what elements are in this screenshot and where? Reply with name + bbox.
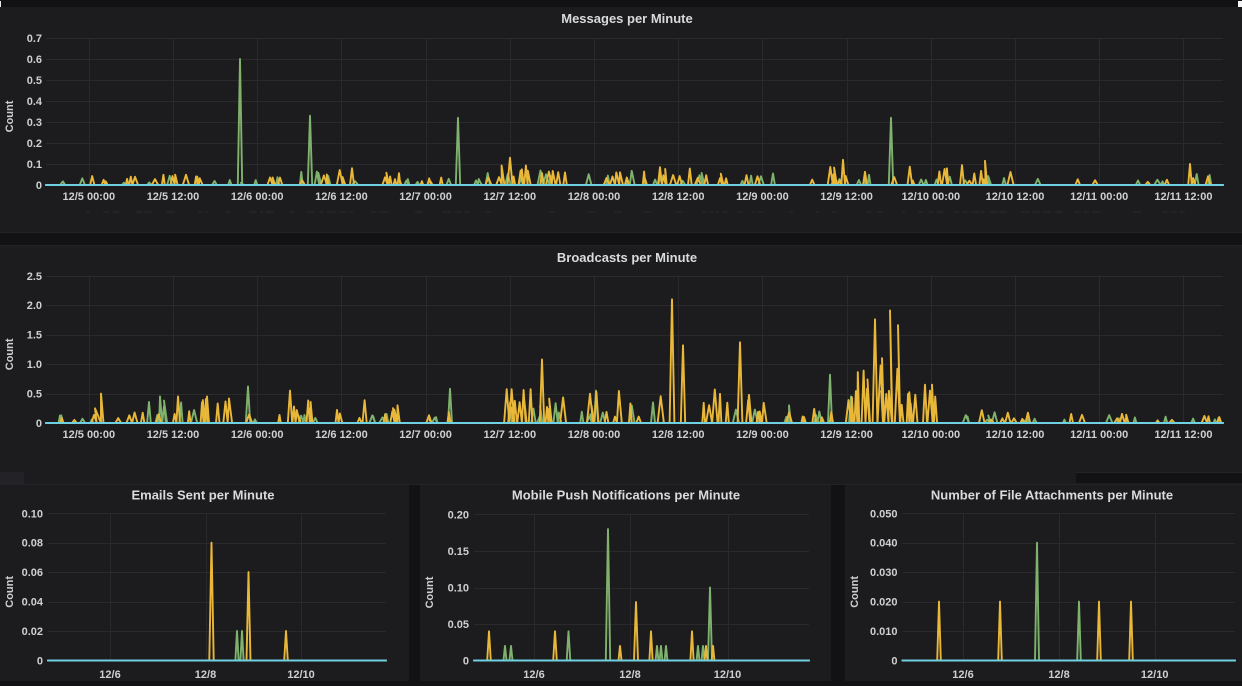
svg-text:12/6 12:00: 12/6 12:00	[315, 191, 368, 203]
svg-text:12/7 12:00: 12/7 12:00	[483, 191, 536, 203]
svg-text:12/6: 12/6	[523, 669, 544, 681]
svg-text:12/6 00:00: 12/6 00:00	[231, 429, 284, 441]
svg-text:12/9 12:00: 12/9 12:00	[820, 429, 873, 441]
svg-text:1.5: 1.5	[27, 330, 42, 342]
svg-text:12/10: 12/10	[287, 669, 315, 681]
svg-text:0.040: 0.040	[870, 538, 898, 550]
svg-text:12/8: 12/8	[1048, 669, 1069, 681]
svg-text:Number of File Attachments per: Number of File Attachments per Minute	[931, 488, 1173, 503]
svg-text:Emails Sent per Minute: Emails Sent per Minute	[131, 488, 274, 503]
svg-text:0.050: 0.050	[870, 508, 898, 520]
svg-text:12/10 12:00: 12/10 12:00	[986, 191, 1045, 203]
svg-text:1.0: 1.0	[27, 359, 42, 371]
svg-text:Count: Count	[4, 100, 16, 132]
svg-text:12/11 12:00: 12/11 12:00	[1154, 429, 1212, 441]
svg-text:12/9 00:00: 12/9 00:00	[736, 191, 789, 203]
svg-text:Broadcasts per Minute: Broadcasts per Minute	[557, 250, 697, 265]
svg-text:12/5 00:00: 12/5 00:00	[62, 191, 115, 203]
svg-text:0.7: 0.7	[27, 33, 42, 45]
svg-text:Count: Count	[849, 576, 861, 608]
svg-text:12/6 12:00: 12/6 12:00	[315, 429, 368, 441]
svg-text:12/7 00:00: 12/7 00:00	[399, 191, 452, 203]
svg-text:Count: Count	[424, 576, 436, 608]
svg-text:12/6 00:00: 12/6 00:00	[231, 191, 284, 203]
svg-text:12/10 00:00: 12/10 00:00	[901, 429, 960, 441]
svg-text:12/5 00:00: 12/5 00:00	[62, 429, 115, 441]
svg-text:12/10: 12/10	[714, 669, 742, 681]
svg-text:0.06: 0.06	[22, 567, 43, 579]
svg-text:12/10: 12/10	[1141, 669, 1169, 681]
svg-text:0: 0	[891, 656, 897, 668]
svg-text:0.3: 0.3	[27, 117, 42, 129]
svg-text:0.6: 0.6	[27, 54, 42, 66]
svg-text:0.02: 0.02	[22, 626, 43, 638]
svg-text:0.10: 0.10	[22, 508, 43, 520]
svg-text:12/11 00:00: 12/11 00:00	[1070, 429, 1128, 441]
svg-text:0.15: 0.15	[448, 546, 469, 558]
svg-text:0: 0	[37, 656, 43, 668]
svg-text:12/9 12:00: 12/9 12:00	[820, 191, 873, 203]
svg-text:12/8: 12/8	[195, 669, 216, 681]
svg-text:12/6: 12/6	[99, 669, 120, 681]
svg-text:0: 0	[36, 180, 42, 192]
svg-text:12/5 12:00: 12/5 12:00	[147, 429, 200, 441]
svg-text:2.5: 2.5	[27, 271, 42, 283]
svg-text:0.5: 0.5	[27, 75, 42, 87]
svg-text:12/9 00:00: 12/9 00:00	[736, 429, 789, 441]
svg-text:12/8: 12/8	[619, 669, 640, 681]
svg-text:12/7 12:00: 12/7 12:00	[483, 429, 536, 441]
svg-text:12/10 00:00: 12/10 00:00	[901, 191, 960, 203]
svg-text:12/8 00:00: 12/8 00:00	[568, 429, 621, 441]
svg-text:12/10 12:00: 12/10 12:00	[986, 429, 1045, 441]
svg-text:0.1: 0.1	[27, 159, 42, 171]
svg-text:0.08: 0.08	[22, 538, 43, 550]
svg-text:0.04: 0.04	[22, 597, 44, 609]
svg-text:0.030: 0.030	[870, 567, 898, 579]
svg-text:12/8 12:00: 12/8 12:00	[652, 429, 705, 441]
svg-text:0: 0	[463, 656, 469, 668]
svg-text:12/7 00:00: 12/7 00:00	[399, 429, 452, 441]
svg-text:12/11 12:00: 12/11 12:00	[1154, 191, 1212, 203]
svg-text:12/5 12:00: 12/5 12:00	[147, 191, 200, 203]
svg-text:Mobile Push Notifications per: Mobile Push Notifications per Minute	[512, 488, 740, 503]
svg-text:0.4: 0.4	[27, 96, 43, 108]
svg-text:Count: Count	[4, 576, 16, 608]
svg-text:0.20: 0.20	[448, 510, 469, 522]
svg-text:2.0: 2.0	[27, 300, 42, 312]
svg-text:0.2: 0.2	[27, 138, 42, 150]
svg-text:Count: Count	[4, 338, 16, 370]
svg-text:0.020: 0.020	[870, 597, 898, 609]
svg-text:Messages per Minute: Messages per Minute	[561, 11, 693, 26]
svg-text:0.10: 0.10	[448, 583, 469, 595]
svg-text:12/11 00:00: 12/11 00:00	[1070, 191, 1128, 203]
svg-text:12/6: 12/6	[952, 669, 973, 681]
svg-text:0: 0	[36, 418, 42, 430]
svg-text:0.010: 0.010	[870, 626, 898, 638]
svg-text:12/8 12:00: 12/8 12:00	[652, 191, 705, 203]
svg-text:12/8 00:00: 12/8 00:00	[568, 191, 621, 203]
svg-text:0.5: 0.5	[27, 389, 42, 401]
svg-text:0.05: 0.05	[448, 619, 469, 631]
